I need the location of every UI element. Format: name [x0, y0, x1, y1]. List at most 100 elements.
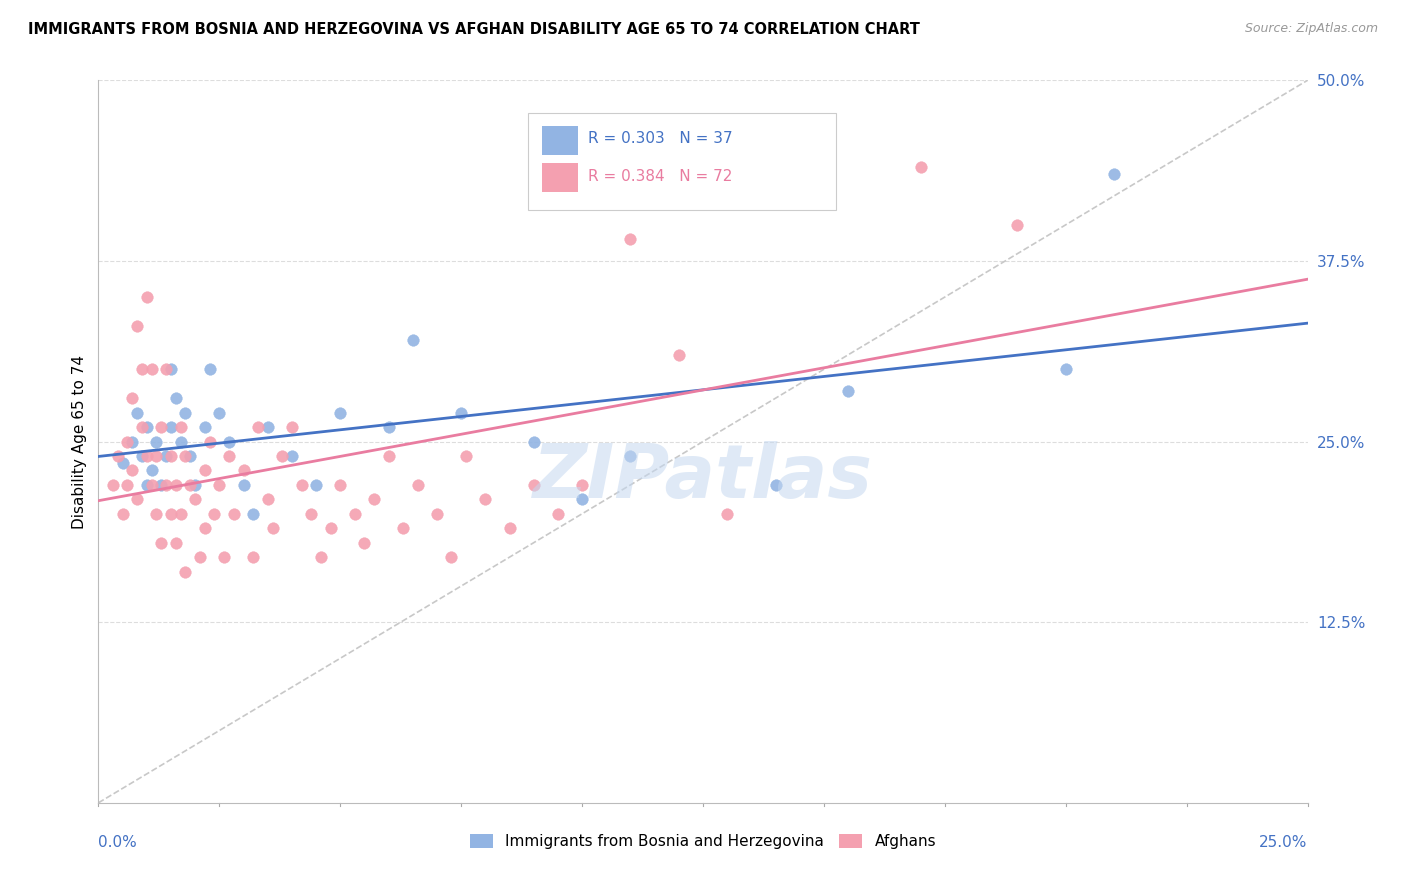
Point: [232, 463, 254, 477]
Legend: Immigrants from Bosnia and Herzegovina, Afghans: Immigrants from Bosnia and Herzegovina, …: [470, 834, 936, 849]
Point: [619, 232, 641, 246]
Point: [155, 478, 177, 492]
Point: [406, 478, 429, 492]
Point: [222, 507, 245, 521]
Point: [247, 420, 270, 434]
Point: [117, 434, 139, 449]
Point: [169, 434, 191, 449]
Point: [765, 478, 787, 492]
Point: [174, 565, 197, 579]
Point: [127, 492, 149, 507]
Point: [204, 507, 226, 521]
Point: [242, 550, 264, 565]
Point: [212, 550, 235, 565]
Point: [131, 362, 153, 376]
Point: [194, 420, 217, 434]
Point: [208, 478, 231, 492]
Point: [571, 478, 593, 492]
Point: [523, 478, 546, 492]
Point: [174, 406, 197, 420]
Point: [716, 507, 738, 521]
Point: [329, 406, 352, 420]
Point: [169, 507, 191, 521]
Point: [184, 478, 207, 492]
Point: [377, 449, 399, 463]
Point: [155, 449, 177, 463]
Point: [121, 434, 143, 449]
Point: [343, 507, 366, 521]
Point: [1007, 218, 1029, 232]
Point: [111, 507, 134, 521]
Point: [232, 478, 254, 492]
Point: [155, 362, 177, 376]
Point: [135, 449, 157, 463]
Point: [150, 535, 173, 549]
Point: [402, 334, 425, 348]
Point: [145, 434, 167, 449]
Point: [281, 449, 304, 463]
Point: [813, 189, 835, 203]
Point: [305, 478, 328, 492]
Point: [910, 160, 932, 174]
Bar: [543, 163, 578, 193]
Point: [145, 449, 167, 463]
Point: [198, 434, 221, 449]
Point: [619, 449, 641, 463]
Point: [131, 420, 153, 434]
Text: 0.0%: 0.0%: [98, 835, 138, 850]
Point: [135, 290, 157, 304]
Point: [454, 449, 477, 463]
Point: [194, 521, 217, 535]
Point: [111, 456, 134, 470]
Point: [547, 507, 569, 521]
Point: [198, 362, 221, 376]
Point: [127, 406, 149, 420]
Point: [377, 420, 399, 434]
Point: [150, 420, 173, 434]
Text: R = 0.384   N = 72: R = 0.384 N = 72: [588, 169, 733, 184]
Point: [290, 478, 312, 492]
Point: [392, 521, 415, 535]
Point: [165, 478, 187, 492]
Point: [160, 507, 183, 521]
Point: [498, 521, 520, 535]
Point: [141, 463, 163, 477]
Point: [837, 384, 859, 398]
Point: [319, 521, 342, 535]
Point: [256, 492, 278, 507]
Point: [523, 434, 546, 449]
Point: [165, 391, 187, 405]
Point: [450, 406, 472, 420]
Text: R = 0.303   N = 37: R = 0.303 N = 37: [588, 131, 733, 146]
Point: [174, 449, 197, 463]
Text: Source: ZipAtlas.com: Source: ZipAtlas.com: [1244, 22, 1378, 36]
Point: [571, 492, 593, 507]
Point: [184, 492, 207, 507]
Point: [218, 449, 240, 463]
Point: [121, 463, 143, 477]
Point: [135, 478, 157, 492]
Point: [668, 348, 690, 362]
Point: [194, 463, 217, 477]
Point: [256, 420, 278, 434]
Text: ZIPatlas: ZIPatlas: [533, 442, 873, 514]
Point: [474, 492, 496, 507]
Point: [440, 550, 463, 565]
Point: [127, 318, 149, 333]
Point: [188, 550, 211, 565]
Point: [353, 535, 375, 549]
Point: [169, 420, 191, 434]
Point: [179, 478, 201, 492]
Bar: [543, 126, 578, 154]
Point: [141, 478, 163, 492]
Point: [160, 449, 183, 463]
Point: [101, 478, 124, 492]
Point: [165, 535, 187, 549]
Point: [299, 507, 322, 521]
Point: [329, 478, 352, 492]
Point: [363, 492, 385, 507]
Bar: [527, 112, 837, 211]
Point: [281, 420, 304, 434]
Point: [208, 406, 231, 420]
Point: [426, 507, 449, 521]
